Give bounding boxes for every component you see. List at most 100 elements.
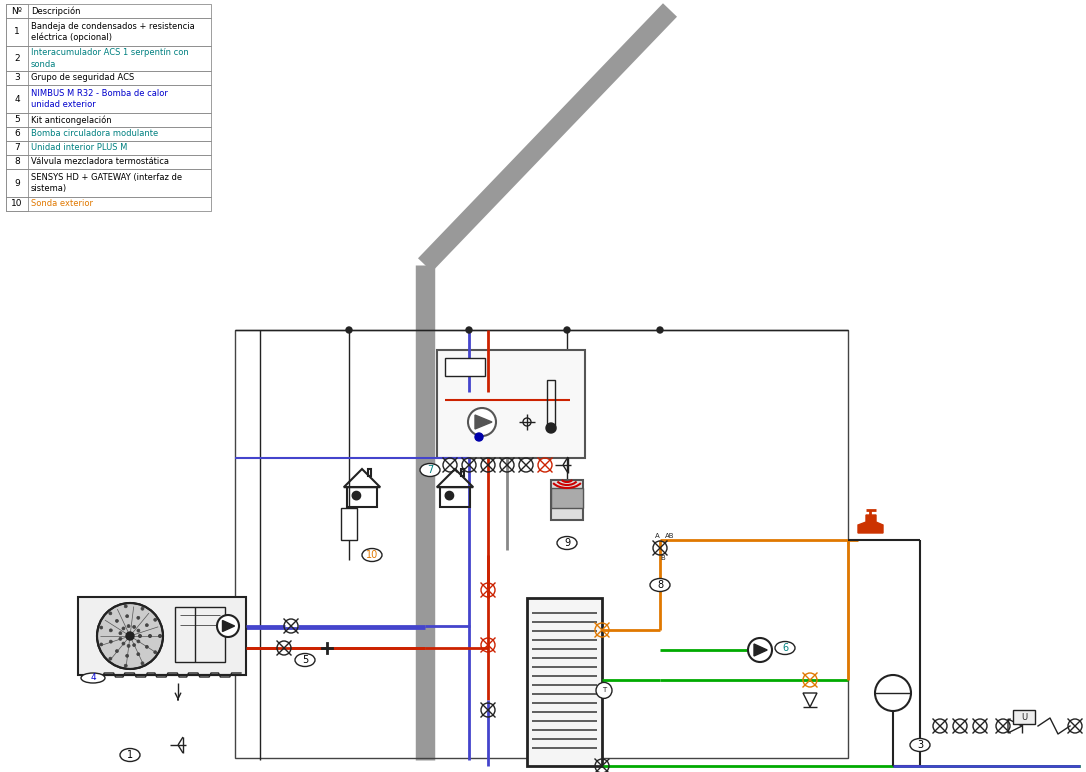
Bar — [551, 488, 583, 508]
Circle shape — [137, 616, 140, 619]
Bar — [7, 4, 28, 18]
Bar — [7, 155, 211, 169]
Circle shape — [127, 625, 130, 628]
Text: T: T — [602, 687, 606, 693]
Circle shape — [352, 492, 361, 499]
Text: Interacumulador ACS 1 serpentín con
sonda: Interacumulador ACS 1 serpentín con sond… — [31, 49, 189, 69]
Circle shape — [132, 644, 136, 647]
Circle shape — [657, 327, 662, 333]
Circle shape — [132, 625, 136, 628]
Bar — [7, 113, 211, 127]
Ellipse shape — [775, 642, 795, 655]
Bar — [7, 71, 28, 85]
Bar — [551, 480, 583, 520]
Text: Descripción: Descripción — [31, 6, 80, 15]
Circle shape — [146, 624, 149, 627]
Text: 6: 6 — [782, 643, 788, 653]
Polygon shape — [223, 621, 235, 631]
Text: Bomba circuladora modulante: Bomba circuladora modulante — [31, 130, 159, 138]
Polygon shape — [475, 415, 492, 429]
Circle shape — [118, 638, 122, 640]
Text: 10: 10 — [11, 199, 23, 208]
Circle shape — [122, 642, 125, 645]
Bar — [440, 487, 470, 506]
Circle shape — [141, 662, 144, 665]
Text: 9: 9 — [564, 538, 570, 548]
Text: Kit anticongelación: Kit anticongelación — [31, 115, 112, 125]
Circle shape — [97, 603, 163, 669]
Bar — [175, 607, 225, 662]
Ellipse shape — [119, 749, 140, 761]
Circle shape — [159, 635, 162, 638]
Circle shape — [546, 423, 556, 433]
Bar — [7, 85, 28, 113]
Bar — [235, 330, 848, 758]
Bar — [7, 127, 211, 141]
Text: 3: 3 — [917, 740, 923, 750]
Text: Bandeja de condensados + resistencia
eléctrica (opcional): Bandeja de condensados + resistencia elé… — [31, 22, 194, 42]
Circle shape — [137, 652, 140, 655]
Bar — [7, 71, 211, 85]
Circle shape — [100, 626, 103, 629]
Circle shape — [154, 651, 156, 654]
Circle shape — [115, 619, 118, 622]
Text: 7: 7 — [427, 465, 433, 475]
Bar — [437, 350, 585, 458]
Text: 5: 5 — [14, 116, 20, 124]
Circle shape — [146, 645, 149, 648]
Bar — [7, 197, 211, 211]
Circle shape — [110, 629, 112, 631]
Circle shape — [126, 632, 134, 640]
Ellipse shape — [420, 463, 440, 476]
Circle shape — [109, 612, 112, 615]
Bar — [1013, 710, 1035, 724]
Bar — [7, 4, 211, 18]
Circle shape — [124, 664, 127, 667]
Text: 7: 7 — [14, 144, 20, 153]
Text: A: A — [655, 533, 660, 539]
Bar — [7, 141, 211, 155]
Text: Válvula mezcladora termostática: Válvula mezcladora termostática — [31, 157, 169, 167]
Bar — [7, 113, 28, 127]
Circle shape — [217, 615, 239, 637]
Text: NIMBUS M R32 - Bomba de calor
unidad exterior: NIMBUS M R32 - Bomba de calor unidad ext… — [31, 89, 168, 109]
Text: 8: 8 — [14, 157, 20, 167]
Bar — [7, 169, 28, 197]
Bar — [7, 18, 211, 46]
Bar — [7, 169, 211, 197]
Bar — [7, 46, 28, 71]
Bar — [367, 469, 371, 476]
Text: SENSYS HD + GATEWAY (interfaz de
sistema): SENSYS HD + GATEWAY (interfaz de sistema… — [31, 173, 182, 193]
Circle shape — [127, 645, 130, 648]
Circle shape — [137, 629, 140, 632]
Circle shape — [126, 615, 128, 618]
Circle shape — [118, 631, 122, 635]
Circle shape — [141, 608, 144, 610]
Circle shape — [109, 657, 112, 660]
Circle shape — [149, 635, 152, 638]
Bar — [460, 469, 464, 476]
Text: 4: 4 — [90, 673, 96, 682]
Circle shape — [100, 643, 103, 646]
Ellipse shape — [910, 739, 930, 751]
Text: 3: 3 — [14, 73, 20, 83]
Circle shape — [564, 327, 570, 333]
Circle shape — [115, 649, 118, 652]
Bar — [7, 46, 211, 71]
Text: 9: 9 — [14, 178, 20, 188]
Text: Sonda exterior: Sonda exterior — [31, 199, 93, 208]
Bar — [7, 141, 28, 155]
Text: AB: AB — [665, 533, 674, 539]
Circle shape — [126, 655, 128, 657]
Text: Grupo de seguridad ACS: Grupo de seguridad ACS — [31, 73, 135, 83]
Circle shape — [139, 635, 141, 638]
Circle shape — [124, 604, 127, 608]
Text: B: B — [660, 555, 665, 561]
Text: Nº: Nº — [12, 6, 23, 15]
Circle shape — [748, 638, 772, 662]
Circle shape — [468, 408, 496, 436]
Circle shape — [154, 618, 156, 621]
Text: 1: 1 — [14, 28, 20, 36]
Circle shape — [110, 640, 112, 643]
Bar — [7, 85, 211, 113]
